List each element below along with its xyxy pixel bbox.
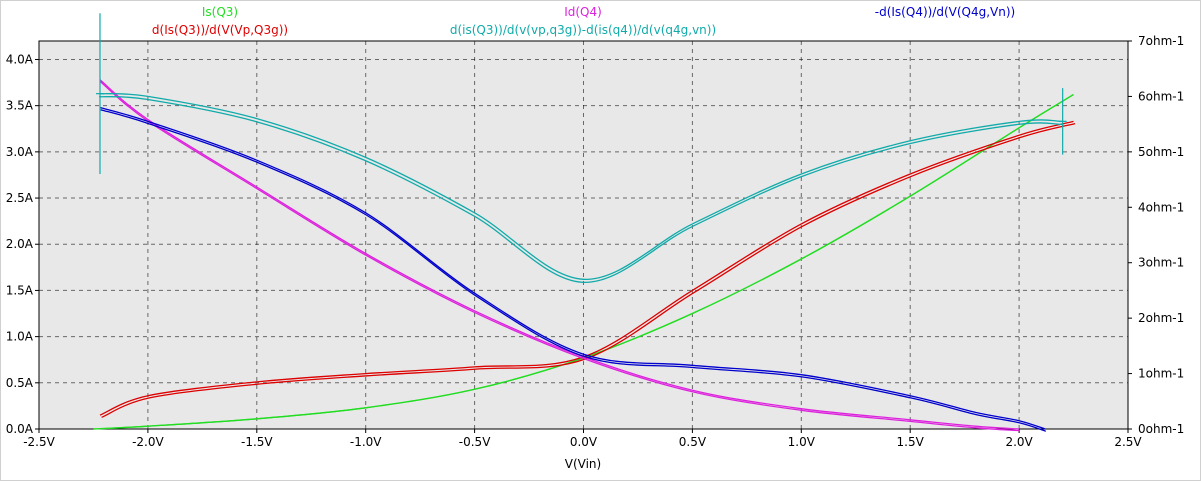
trace-title-0[interactable]: Is(Q3) (202, 5, 238, 19)
right-tick-label: 2ohm-1 (1138, 311, 1184, 325)
trace-titles[interactable]: Is(Q3) d(Is(Q3))/d(V(Vp,Q3g)) Id(Q4) d(is(Q… (152, 5, 1015, 37)
series-line-sweep-a (99, 106, 1046, 430)
right-tick-label: 7ohm-1 (1138, 34, 1184, 48)
trace-title-4[interactable]: -d(Is(Q4))/d(V(Q4g,Vn)) (875, 5, 1015, 19)
x-tick-label: -2.0V (132, 435, 164, 449)
left-tick-label: 2.5A (6, 191, 34, 205)
series-line-sweep-b (99, 80, 1020, 432)
right-tick-label: 6ohm-1 (1138, 89, 1184, 103)
right-tick-label: 1ohm-1 (1138, 367, 1184, 381)
x-tick-label: 1.0V (788, 435, 816, 449)
left-tick-label: 4.0A (6, 52, 34, 66)
left-tick-label: 1.0A (6, 330, 34, 344)
x-tick-label: 2.5V (1114, 435, 1142, 449)
left-tick-label: 3.5A (6, 99, 34, 113)
series-line-sweep-b (100, 109, 1047, 432)
trace-title-1[interactable]: d(Is(Q3))/d(V(Vp,Q3g)) (152, 23, 288, 37)
series-layer (93, 13, 1076, 432)
series-line-sweep-a (99, 92, 1063, 280)
series-line-sweep-a (99, 79, 1020, 430)
x-axis-label: V(Vin) (565, 457, 601, 471)
x-tick-label: -1.5V (241, 435, 273, 449)
right-tick-label: 0ohm-1 (1138, 422, 1184, 436)
x-tick-label: 0.5V (679, 435, 707, 449)
x-axis-ticks: -2.5V -2.0V -1.5V -1.0V -0.5V 0.0V 0.5V 1.0V 1.5… (23, 429, 1142, 449)
x-tick-label: -1.0V (350, 435, 382, 449)
grid (39, 41, 1128, 429)
left-axis-ticks: 0.0A 0.5A 1.0A 1.5A 2.0A 2.5A 3.0A 3.5A 4.0A (6, 52, 39, 436)
trace-title-2[interactable]: Id(Q4) (564, 5, 602, 19)
right-tick-label: 4ohm-1 (1138, 200, 1184, 214)
x-tick-label: 1.5V (897, 435, 925, 449)
left-tick-label: 1.5A (6, 283, 34, 297)
right-axis-ticks: 0ohm-1 1ohm-1 2ohm-1 3ohm-1 4ohm-1 5ohm-1 6ohm… (1128, 34, 1184, 436)
series-4 (99, 106, 1047, 432)
left-tick-label: 0.0A (6, 422, 34, 436)
x-tick-label: -0.5V (459, 435, 491, 449)
x-tick-label: 2.0V (1005, 435, 1033, 449)
left-tick-label: 0.5A (6, 376, 34, 390)
trace-title-3[interactable]: d(is(Q3))/d(v(vp,q3g))-d(is(q4))/d(v(q4g… (450, 23, 716, 37)
x-tick-label: -2.5V (23, 435, 55, 449)
left-tick-label: 2.0A (6, 237, 34, 251)
series-3 (99, 92, 1063, 283)
x-tick-label: 0.0V (570, 435, 598, 449)
series-line-sweep-b (99, 95, 1062, 283)
series-2 (99, 79, 1020, 432)
left-tick-label: 3.0A (6, 145, 34, 159)
right-tick-label: 5ohm-1 (1138, 145, 1184, 159)
right-tick-label: 3ohm-1 (1138, 256, 1184, 270)
